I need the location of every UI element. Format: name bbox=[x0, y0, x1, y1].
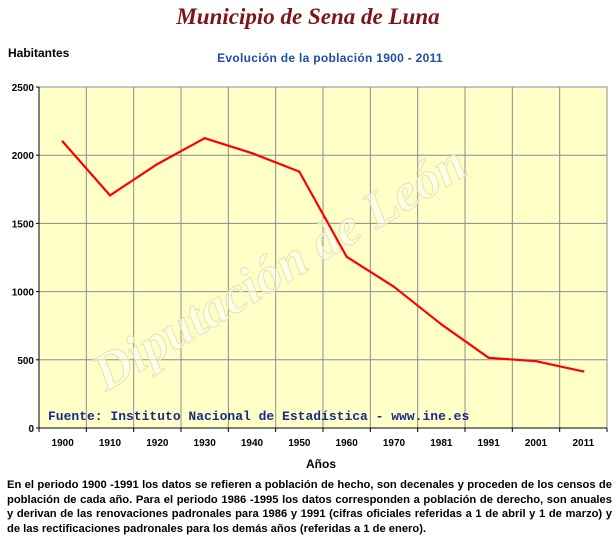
x-tick-label: 1991 bbox=[478, 438, 501, 449]
y-tick-label: 1500 bbox=[12, 219, 35, 230]
footnote: En el periodo 1900 -1991 los datos se re… bbox=[7, 479, 612, 535]
x-tick-label: 1960 bbox=[336, 438, 359, 449]
axes: 0 500 1000 1500 2000 2500 1900 1910 1920 1930 1940… bbox=[12, 83, 608, 449]
x-tick-label: 1940 bbox=[241, 438, 264, 449]
data-point bbox=[534, 359, 538, 363]
data-point bbox=[440, 323, 443, 326]
x-axis-title: Años bbox=[306, 457, 336, 471]
y-tick-label: 500 bbox=[17, 356, 34, 367]
y-tick-label: 1000 bbox=[12, 288, 35, 299]
source-label: Fuente: Instituto Nacional de Estadístic… bbox=[48, 409, 469, 424]
data-point bbox=[298, 170, 301, 173]
x-tick-label: 1920 bbox=[146, 438, 169, 449]
x-tick-label: 1910 bbox=[99, 438, 122, 449]
population-chart: Diputación de León Fuente: Instituto Nac… bbox=[12, 83, 608, 449]
data-point bbox=[61, 140, 64, 143]
x-tick-label: 1970 bbox=[383, 438, 406, 449]
data-point bbox=[156, 162, 159, 166]
data-point bbox=[487, 356, 490, 359]
y-tick-label: 2000 bbox=[12, 151, 35, 162]
data-point bbox=[203, 136, 206, 140]
x-tick-label: 2011 bbox=[572, 438, 594, 449]
data-point bbox=[582, 370, 585, 373]
x-tick-label: 2001 bbox=[525, 438, 548, 449]
x-tick-label: 1930 bbox=[194, 438, 217, 449]
y-axis-title: Habitantes bbox=[8, 46, 70, 60]
x-tick-label: 1981 bbox=[430, 438, 453, 449]
y-tick-label: 0 bbox=[28, 424, 34, 435]
data-point bbox=[345, 255, 348, 259]
chart-subtitle: Evolución de la población 1900 - 2011 bbox=[217, 51, 443, 65]
y-tick-label: 2500 bbox=[12, 83, 35, 94]
data-point bbox=[108, 194, 112, 197]
data-point bbox=[392, 285, 396, 289]
series-line bbox=[61, 137, 584, 373]
x-tick-label: 1900 bbox=[52, 438, 75, 449]
series-layer bbox=[61, 136, 585, 373]
x-tick-label: 1950 bbox=[288, 438, 311, 449]
data-point bbox=[250, 151, 254, 155]
page-title: Municipio de Sena de Luna bbox=[176, 4, 440, 29]
